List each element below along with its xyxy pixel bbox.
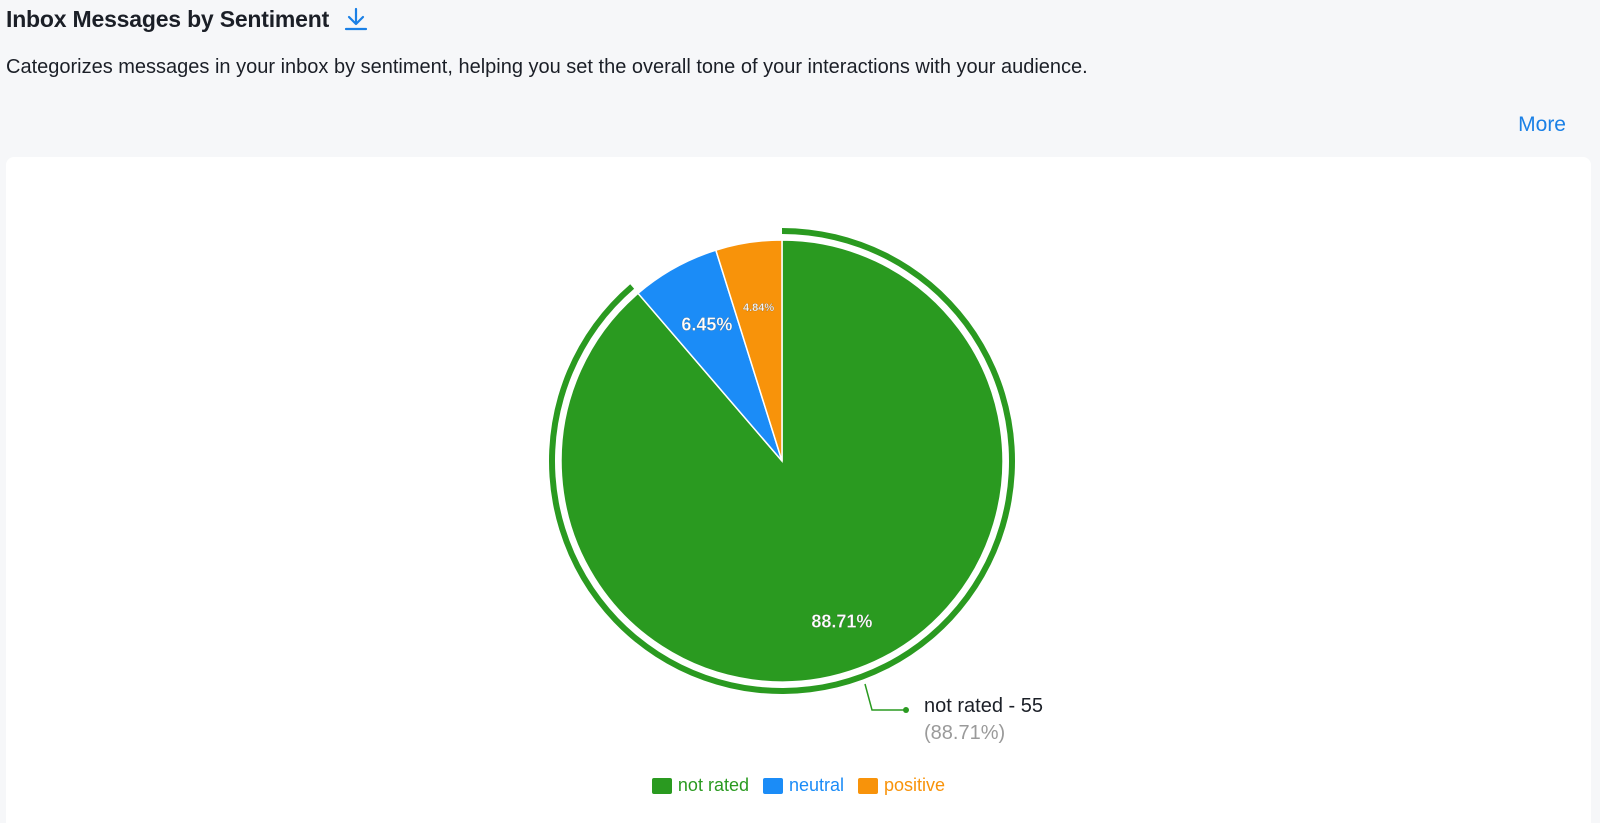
tooltip-dot bbox=[903, 707, 909, 713]
more-link[interactable]: More bbox=[1518, 113, 1566, 136]
slice-label-not-rated: 88.71% bbox=[811, 611, 872, 631]
header: Inbox Messages by Sentiment bbox=[6, 2, 369, 36]
tooltip-value: not rated - 55 bbox=[924, 695, 1043, 717]
legend-swatch bbox=[651, 777, 672, 794]
legend-item-not-rated[interactable]: not rated bbox=[651, 775, 749, 796]
slice-label-neutral: 6.45% bbox=[681, 314, 732, 334]
legend-swatch bbox=[858, 777, 879, 794]
download-icon[interactable] bbox=[343, 6, 369, 32]
legend-label: positive bbox=[884, 775, 946, 795]
pie-slices bbox=[549, 228, 1015, 694]
legend-label: neutral bbox=[788, 775, 845, 795]
legend-swatch bbox=[762, 777, 783, 794]
slice-label-positive: 4.84% bbox=[743, 302, 774, 314]
tooltip-percent: (88.71%) bbox=[924, 722, 1005, 744]
pie-slice-positive[interactable] bbox=[714, 239, 783, 462]
chart-card: 88.71% 6.45% 4.84% not rated - 55 (88.71%) … bbox=[6, 157, 1591, 823]
page-title: Inbox Messages by Sentiment bbox=[6, 5, 330, 32]
chart-description: Categorizes messages in your inbox by se… bbox=[6, 56, 1088, 78]
pie-chart: 88.71% 6.45% 4.84% not rated - 55 (88.71%) bbox=[549, 228, 1043, 744]
legend: not rated neutral positive bbox=[6, 775, 1591, 796]
tooltip-leader-line bbox=[864, 683, 906, 711]
pie-labels: 88.71% 6.45% 4.84% bbox=[681, 302, 873, 632]
legend-item-positive[interactable]: positive bbox=[858, 775, 945, 796]
tooltip: not rated - 55 (88.71%) bbox=[864, 683, 1043, 744]
legend-item-neutral[interactable]: neutral bbox=[762, 775, 845, 796]
legend-label: not rated bbox=[677, 775, 749, 795]
